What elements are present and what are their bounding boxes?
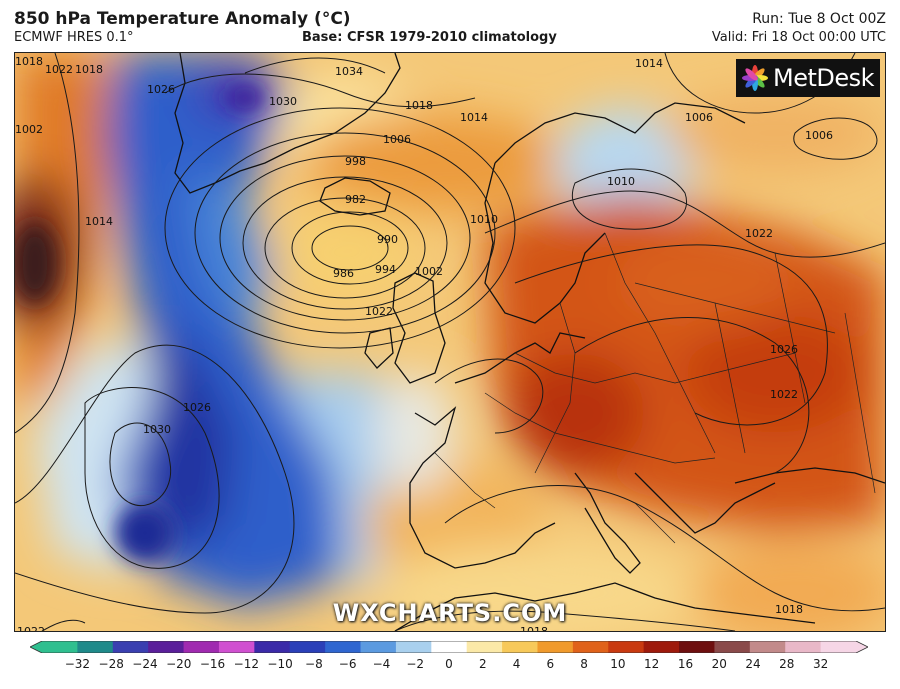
colorbar-ticks: −32 −28 −24 −20 −16 −12 −10 −8 −6 −4 −2 0 2 4 6 8 10 12 16…: [0, 657, 900, 677]
isobar-label: 1010: [607, 175, 635, 188]
isobar-label: 1034: [335, 65, 363, 78]
anomaly-map: 1034 1030 1026 1018 1014 1006 998 982 99…: [14, 52, 886, 632]
colorbar-swatch: [325, 641, 362, 653]
isobar-label: 986: [333, 267, 354, 280]
isobar-label: 1018: [405, 99, 433, 112]
isobar-label: 1002: [15, 123, 43, 136]
colorbar-swatch: [254, 641, 291, 653]
colorbar-swatch: [785, 641, 822, 653]
colorbar-swatch: [112, 641, 149, 653]
colorbar-swatch: [537, 641, 574, 653]
isobar-label: 1030: [269, 95, 297, 108]
valid-label: Valid: Fri 18 Oct 00:00 UTC: [711, 30, 886, 45]
colorbar-tick-label: 2: [478, 657, 487, 671]
colorbar-tick-label: −4: [372, 657, 391, 671]
colorbar-swatch: [714, 641, 751, 653]
isobars: [15, 53, 885, 631]
borders: [434, 232, 876, 544]
colorbar-swatch: [643, 641, 680, 653]
map-canvas: 1034 1030 1026 1018 1014 1006 998 982 99…: [15, 53, 885, 631]
isobar-label: 1018: [520, 625, 548, 631]
isobar-label: 1006: [383, 133, 411, 146]
colorbar-swatch: [466, 641, 503, 653]
metdesk-logo: MetDesk: [736, 59, 880, 97]
isobar-label: 1026: [147, 83, 175, 96]
colorbar-swatch: [502, 641, 539, 653]
isobar-label: 1014: [635, 57, 663, 70]
isobar-label: 1022: [365, 305, 393, 318]
colorbar-swatch: [820, 641, 857, 653]
colorbar-swatch: [218, 641, 255, 653]
colorbar-tick-label: 0: [445, 657, 453, 671]
isobar-labels: 1034 1030 1026 1018 1014 1006 998 982 99…: [15, 55, 833, 631]
colorbar-tick-label: −28: [98, 657, 124, 671]
metdesk-flower-icon: [742, 65, 768, 91]
isobar-label: 1022: [45, 63, 73, 76]
colorbar-tick-label: 6: [546, 657, 555, 671]
colorbar-swatch: [77, 641, 114, 653]
colorbar-swatch: [183, 641, 220, 653]
isobar-label: 1014: [460, 111, 488, 124]
colorbar-tick-label: 10: [610, 657, 626, 671]
isobar-label: 1018: [15, 55, 43, 68]
colorbar-tick-label: −10: [267, 657, 293, 671]
colorbar-swatch: [360, 641, 397, 653]
metdesk-logo-text: MetDesk: [773, 64, 875, 92]
colorbar-tick-label: 28: [779, 657, 795, 671]
colorbar-tick-label: −6: [338, 657, 357, 671]
colorbar-tick-label: −12: [233, 657, 259, 671]
colorbar-swatch: [431, 641, 468, 653]
colorbar-swatch: [42, 641, 78, 653]
isobar-label: 1014: [85, 215, 113, 228]
isobar-label: 1018: [775, 603, 803, 616]
colorbar-arrow-low: [30, 641, 42, 653]
colorbar-tick-label: −16: [199, 657, 226, 671]
isobar-label: 1018: [75, 63, 103, 76]
isobar-label: 1030: [143, 423, 171, 436]
wxcharts-watermark: WXCHARTS.COM: [332, 599, 568, 627]
colorbar-tick-label: −8: [305, 657, 323, 671]
colorbar-swatch: [395, 641, 432, 653]
colorbar: [30, 641, 868, 653]
isobar-label: 990: [377, 233, 398, 246]
colorbar-swatch: [148, 641, 185, 653]
coastlines: [174, 53, 885, 631]
anomaly-field: [15, 53, 885, 631]
colorbar-swatch: [749, 641, 786, 653]
isobar-label: 1006: [805, 129, 833, 142]
colorbar-tick-label: −24: [132, 657, 158, 671]
isobar-label: 998: [345, 155, 366, 168]
base-label: Base: CFSR 1979-2010 climatology: [302, 30, 557, 45]
colorbar-swatch: [608, 641, 645, 653]
isobar-label: 1006: [685, 111, 713, 124]
colorbar-tick-label: 12: [644, 657, 660, 671]
colorbar-tick-label: 32: [812, 657, 829, 671]
colorbar-tick-label: 4: [512, 657, 521, 671]
map-title: 850 hPa Temperature Anomaly (°C): [14, 9, 351, 29]
run-label: Run: Tue 8 Oct 00Z: [752, 11, 886, 27]
colorbar-swatch: [572, 641, 609, 653]
isobar-label: 1010: [470, 213, 498, 226]
model-label: ECMWF HRES 0.1°: [14, 30, 134, 45]
isobar-label: 1026: [183, 401, 211, 414]
colorbar-tick-label: −20: [166, 657, 192, 671]
isobar-label: 1022: [745, 227, 773, 240]
colorbar-tick-label: 24: [745, 657, 761, 671]
isobar-label: 1002: [415, 265, 443, 278]
isobar-label: 1022: [17, 625, 45, 631]
isobar-label: 1026: [770, 343, 798, 356]
isobar-label: 994: [375, 263, 396, 276]
colorbar-tick-label: 20: [711, 657, 727, 671]
colorbar-tick-label: 16: [677, 657, 694, 671]
colorbar-tick-label: 8: [580, 657, 588, 671]
colorbar-tick-label: −32: [64, 657, 91, 671]
colorbar-swatch: [679, 641, 716, 653]
isobar-label: 982: [345, 193, 366, 206]
colorbar-arrow-high: [856, 641, 868, 653]
colorbar-tick-label: −2: [406, 657, 425, 671]
colorbar-swatch: [289, 641, 326, 653]
isobar-label: 1022: [770, 388, 798, 401]
